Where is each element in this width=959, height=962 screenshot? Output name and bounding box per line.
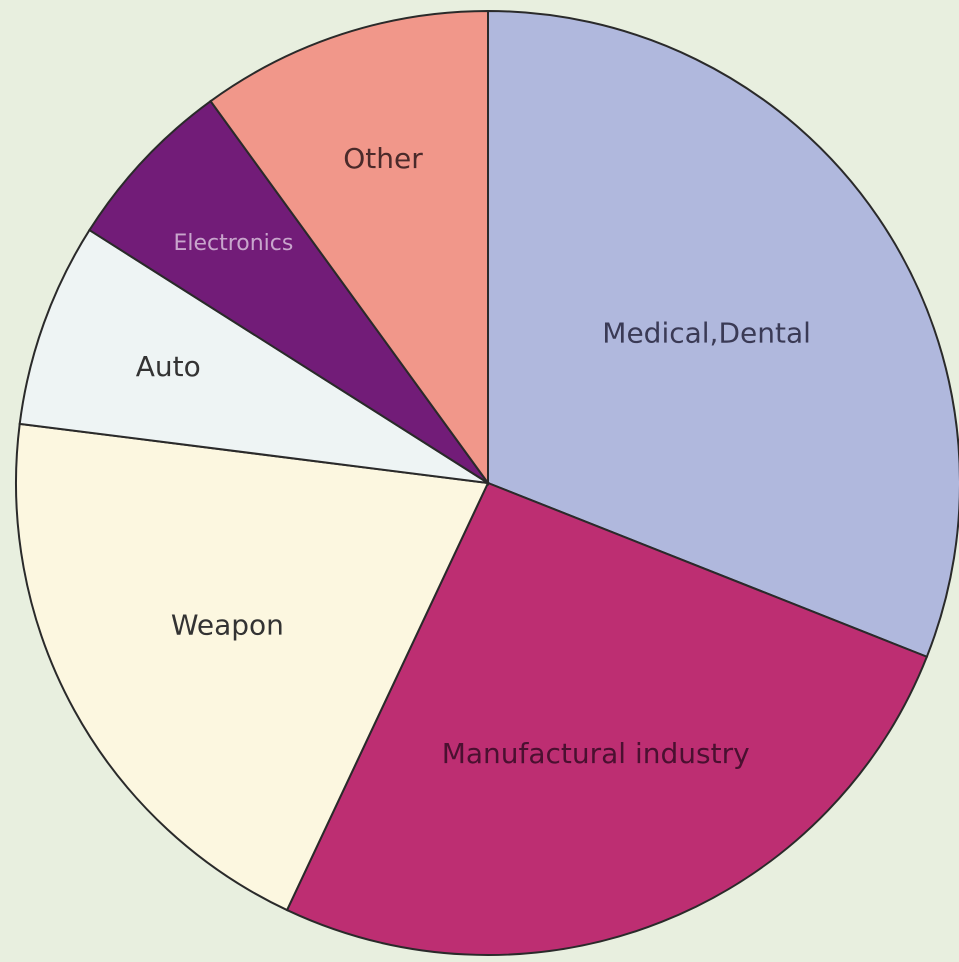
- pie-label-electronics: Electronics: [173, 231, 293, 256]
- pie-slice-weapon: [15, 422, 490, 912]
- pie-slice-auto: [18, 228, 489, 484]
- pie-label-medical-dental: Medical,Dental: [602, 316, 811, 349]
- pie-slice-medical-dental: [487, 9, 959, 659]
- pie-slices: [15, 9, 959, 956]
- pie-labels: Medical,Dental Manufactural industry Weapo…: [136, 142, 811, 770]
- pie-label-other: Other: [343, 142, 423, 175]
- pie-label-manufactural-industry: Manufactural industry: [442, 737, 750, 770]
- pie-label-weapon: Weapon: [171, 608, 284, 641]
- pie-slice-electronics: [88, 99, 489, 484]
- pie-slice-other: [209, 9, 489, 487]
- pie-label-auto: Auto: [136, 350, 201, 383]
- pie-slice-manufactural-industry: [285, 481, 929, 956]
